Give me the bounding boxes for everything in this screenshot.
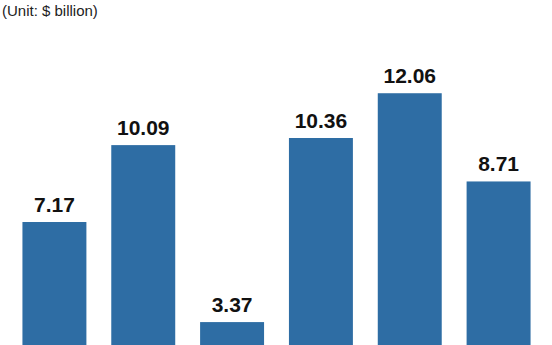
bar — [200, 322, 264, 345]
bar — [22, 222, 86, 345]
data-label: 10.36 — [295, 109, 348, 132]
data-label: 12.06 — [383, 64, 436, 87]
data-label: 3.37 — [212, 293, 253, 316]
chart: (Unit: $ billion) 7.17 10.09 3.37 10.36 12.06… — [0, 0, 552, 345]
data-label: 10.09 — [117, 116, 170, 139]
bar — [111, 145, 175, 345]
data-label: 8.71 — [478, 152, 519, 175]
bar — [467, 181, 531, 345]
subtitle: (Unit: $ billion) — [2, 2, 98, 19]
bar — [378, 93, 442, 345]
bars — [22, 93, 530, 345]
data-label: 7.17 — [34, 193, 75, 216]
bar — [289, 138, 353, 345]
